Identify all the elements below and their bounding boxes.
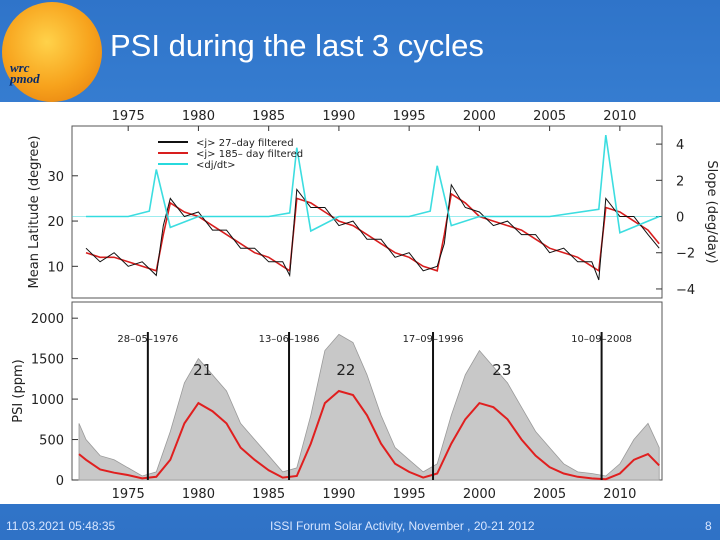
y-right-tick-label: 2 [676,174,684,189]
y-tick-label-top: 30 [47,170,64,185]
y-tick-label-bottom: 2000 [31,312,64,327]
x-tick-label-top: 2000 [463,109,496,124]
psi-daily-area [78,333,660,481]
x-tick-label-top: 1975 [112,109,145,124]
legend-label: <j> 27–day filtered [196,138,294,149]
x-tick-label-bottom: 2010 [603,487,636,502]
minimum-date-label: 10–09–2008 [571,334,632,345]
series-185day-line [85,192,660,273]
minimum-date-label: 17–09–1996 [403,334,464,345]
x-tick-label-top: 1985 [252,109,285,124]
legend-label: <j> 185– day filtered [196,149,303,160]
minimum-date-label: 13–06–1986 [259,334,320,345]
slide-title: PSI during the last 3 cycles [110,28,484,63]
minimum-date-label: 28–05–1976 [117,334,178,345]
y-right-tick-label: −2 [676,247,695,262]
x-tick-label-top: 1980 [182,109,215,124]
y-tick-label-bottom: 0 [56,474,64,489]
series-27day-line [85,183,660,281]
legend-label: <dj/dt> [196,160,236,171]
x-tick-label-bottom: 1985 [252,487,285,502]
x-tick-label-bottom: 1980 [182,487,215,502]
cycle-number-label: 22 [336,361,355,379]
page-number: 8 [705,519,712,533]
top-panel-frame [71,125,663,299]
x-tick-label-bottom: 2005 [533,487,566,502]
x-tick-label-bottom: 1975 [112,487,145,502]
logo-line-2: pmod [10,71,40,86]
x-tick-label-top: 1995 [393,109,426,124]
x-tick-label-bottom: 1995 [393,487,426,502]
y-tick-label-bottom: 1500 [31,353,64,368]
footer-date: 11.03.2021 05:48:35 [6,519,116,533]
series-slope-line [86,134,660,234]
psi-smoothed-line [78,389,660,481]
chart-panel: 1975 1975 1980 1980 1985 1985 1990 1990 1995 1995… [0,102,720,504]
psi-chart: 1975 1975 1980 1980 1985 1985 1990 1990 1995 1995… [11,109,719,502]
institute-logo: wrc pmod [10,60,40,86]
logo-line-1: wrc [10,60,30,75]
sun-logo [2,2,102,102]
y-right-tick-label: 0 [676,211,684,226]
footer-event: ISSI Forum Solar Activity, November , 20… [270,519,535,533]
y-tick-label-top: 10 [47,260,64,275]
y-tick-label-bottom: 1000 [31,393,64,408]
y-right-tick-label: −4 [676,283,695,298]
x-tick-label-top: 1990 [322,109,355,124]
x-tick-label-bottom: 2000 [463,487,496,502]
y-tick-label-bottom: 500 [39,434,64,449]
y-axis-title-bottom: PSI (ppm) [11,359,26,422]
y-axis-title-top: Mean Latitude (degree) [27,136,42,289]
cycle-number-label: 21 [193,361,212,379]
y-tick-label-top: 20 [47,215,64,230]
x-tick-label-top: 2010 [603,109,636,124]
x-tick-label-top: 2005 [533,109,566,124]
y-right-tick-label: 4 [676,138,684,153]
y-axis-title-right: Slope (deg/day) [704,160,719,263]
cycle-number-label: 23 [492,361,511,379]
x-tick-label-bottom: 1990 [322,487,355,502]
